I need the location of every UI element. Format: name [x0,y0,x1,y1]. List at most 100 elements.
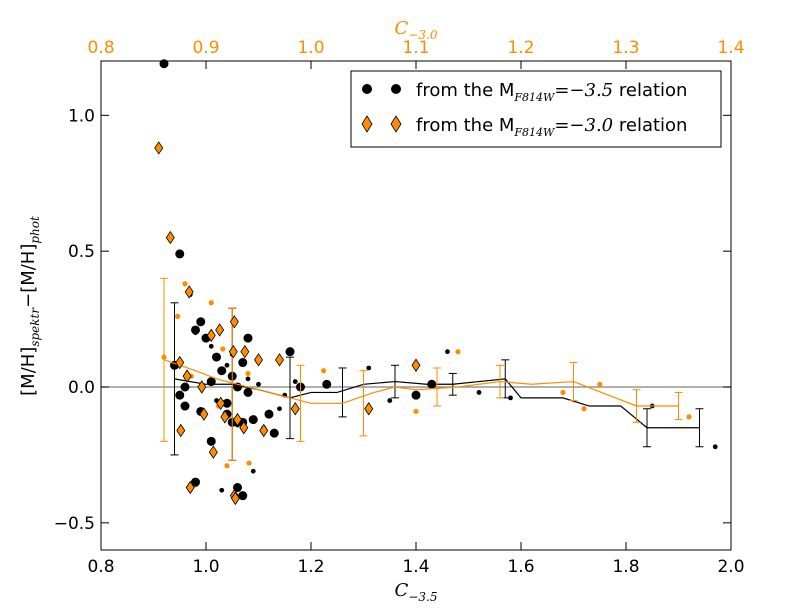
x-bottom-tick-label: 2.0 [717,557,744,577]
black-small-point [445,349,450,355]
orange-diamond-point [165,230,175,245]
orange-diamond-point [184,285,194,299]
orange-small-point [245,370,251,377]
black-small-point [208,343,214,349]
x-bottom-tick-label: 0.8 [87,557,114,577]
y-tick-label: 0.0 [68,378,95,398]
black-data-point [217,366,227,376]
black-data-point [322,379,332,389]
x-axis-label-top: C−3.0 [395,18,438,42]
legend-marker-diamond [361,115,373,133]
y-tick-label: 0.5 [68,242,95,262]
orange-diamond-point [154,141,164,155]
black-small-point [224,362,230,368]
orange-small-point [321,368,327,374]
legend-entry-1: from the MF814W=−3.5 relation [416,80,687,104]
legend-box [350,70,722,148]
x-top-tick-label: 1.3 [612,38,639,58]
x-top-tick-label: 1.2 [507,38,534,58]
orange-diamond-point [182,369,192,383]
legend-marker-circle [362,84,372,94]
orange-small-point [413,408,419,415]
orange-diamond-point [199,407,209,421]
orange-diamond-point [233,412,242,427]
legend-entry-2: from the MF814W=−3.0 relation [416,115,687,139]
orange-diamond-point [364,402,374,416]
orange-diamond-point [220,410,230,424]
black-small-point [476,390,482,395]
orange-diamond-point [185,480,195,495]
black-small-point [277,406,282,412]
black-small-point [245,376,251,382]
legend: from the MF814W=−3.5 relation from the M… [350,70,722,148]
orange-median-line [163,359,679,407]
orange-diamond-point [411,358,421,372]
orange-diamond-point [240,344,250,359]
black-data-point [269,428,279,438]
orange-diamond-point [206,328,216,343]
x-bottom-tick-label: 1.0 [192,557,219,577]
black-data-point [238,358,248,368]
orange-diamond-point [259,423,269,438]
x-bottom-tick-label: 1.2 [297,557,324,577]
x-bottom-tick-label: 1.4 [402,557,429,577]
black-small-point [387,398,393,403]
x-axis-label-bottom: C−3.5 [395,580,438,604]
black-data-point [212,352,221,362]
black-small-point [366,365,372,371]
black-data-point [175,249,185,259]
x-top-tick-label: 1.0 [297,38,324,58]
x-top-tick-label: 1.4 [717,38,744,58]
x-top-tick-label: 0.9 [192,38,219,58]
black-data-point [175,390,185,400]
y-axis-label: [M/H]spektr−[M/H]phot [18,216,42,396]
orange-small-point [175,313,181,319]
x-top-tick-label: 1.1 [402,38,429,58]
black-data-point [285,347,295,357]
plot-layer [101,59,731,506]
orange-diamond-point [229,315,239,329]
black-data-point [411,390,421,400]
orange-small-point [182,281,188,287]
black-small-point [508,395,513,401]
orange-diamond-point [208,445,218,459]
orange-diamond-point [176,423,186,438]
orange-diamond-point [175,355,185,370]
orange-small-point [208,300,214,306]
black-data-point [206,436,216,446]
y-tick-label: 1.0 [68,106,95,126]
black-data-point [180,401,190,411]
black-small-point [256,381,261,387]
black-data-point [233,483,242,493]
orange-small-point [246,460,252,466]
orange-diamond-point [290,402,300,416]
orange-small-point [581,406,587,412]
black-data-point [191,325,200,335]
y-tick-label: −0.5 [54,514,95,534]
legend-marker-circle [391,84,401,94]
black-small-point [712,444,718,450]
orange-diamond-point [239,421,249,435]
x-top-tick-label: 0.8 [87,38,114,58]
black-data-point [191,477,200,487]
black-small-point [292,379,298,384]
ticks-layer: 0.8 1.0 1.2 1.4 1.6 1.8 2.0 0.8 0.9 1.0 1.1 1.2 1.3 1… [54,38,745,577]
orange-diamond-point [216,396,226,411]
black-data-point [243,387,253,397]
orange-diamond-point [197,380,207,394]
black-data-point [243,333,253,343]
orange-diamond-point [254,353,263,367]
black-data-point [222,398,232,408]
orange-diamond-point [275,353,284,367]
orange-small-point [455,349,461,355]
black-data-point [264,409,274,419]
legend-marker-diamond [390,115,402,133]
orange-diamond-point [230,491,240,506]
orange-diamond-point [215,323,225,337]
orange-small-point [220,346,226,352]
black-small-point [219,487,225,493]
orange-small-point [560,389,566,396]
orange-small-point [224,463,230,469]
black-data-point [196,317,206,327]
